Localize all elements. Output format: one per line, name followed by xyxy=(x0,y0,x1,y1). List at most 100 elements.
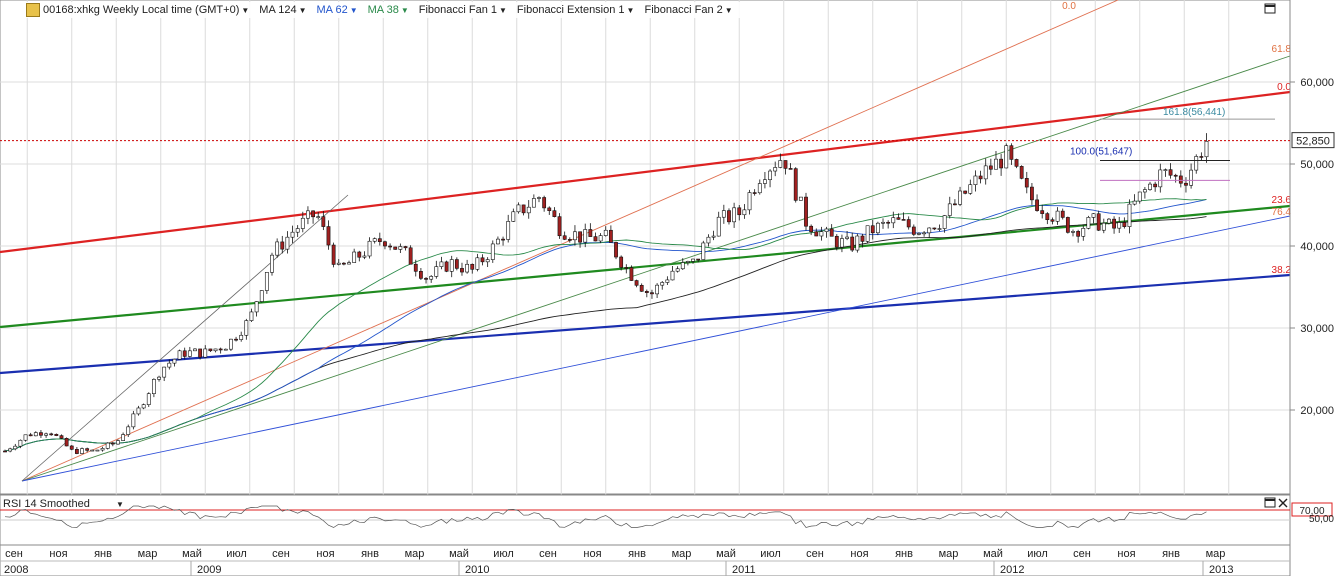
candle-body xyxy=(1184,182,1188,186)
candle-body xyxy=(629,267,634,281)
candle-body xyxy=(670,270,675,281)
chart-symbol-icon[interactable] xyxy=(26,3,40,17)
fan2-label[interactable]: Fibonacci Fan 2 ▼ xyxy=(644,4,732,16)
candle-body xyxy=(496,238,500,245)
candle-body xyxy=(1060,210,1065,218)
ext1-label[interactable]: Fibonacci Extension 1 ▼ xyxy=(517,4,635,16)
candle-body xyxy=(300,217,305,229)
candle-body xyxy=(177,350,182,360)
candle-body xyxy=(1127,203,1132,227)
x-month-label: ноя xyxy=(583,548,601,560)
ma124-text: MA 124 xyxy=(259,4,297,16)
candle-body xyxy=(1091,213,1096,218)
candle-body xyxy=(408,247,413,265)
candle-body xyxy=(778,160,783,168)
ma62-label[interactable]: MA 62 ▼ xyxy=(317,4,358,16)
candle-body xyxy=(593,236,598,242)
candle-body xyxy=(501,238,505,241)
candle-body xyxy=(95,449,100,452)
candle-body xyxy=(896,217,901,220)
rsi-threshold-label: 70,00 xyxy=(1299,506,1324,517)
candle-body xyxy=(490,243,495,260)
candle-body xyxy=(295,228,300,233)
candle-body xyxy=(742,209,747,216)
candle-body xyxy=(768,170,772,181)
candle-body xyxy=(763,179,767,184)
candle-body xyxy=(33,432,38,437)
maximize-rsi-panel-icon[interactable] xyxy=(1264,497,1276,508)
candle-body xyxy=(798,196,803,201)
candle-body xyxy=(624,267,629,269)
candle-body xyxy=(80,448,84,454)
x-year-label: 2011 xyxy=(732,564,756,576)
x-month-label: сен xyxy=(5,548,23,560)
fan-line-0 xyxy=(0,90,1291,254)
fan-level-label: 23.6 xyxy=(1272,195,1292,206)
candle-body xyxy=(244,320,249,336)
candle-body xyxy=(1168,169,1173,176)
y-tick-label: 60,000 xyxy=(1300,77,1334,89)
candle-body xyxy=(8,448,13,452)
candle-body xyxy=(126,426,131,435)
fan-level-label: 38.2 xyxy=(1272,265,1292,276)
candle-body xyxy=(958,190,962,205)
candle-body xyxy=(1096,213,1101,231)
maximize-price-panel-icon[interactable] xyxy=(1264,3,1276,14)
candle-body xyxy=(419,271,423,279)
candle-body xyxy=(824,228,829,232)
fibonacci-fan-lines xyxy=(0,0,1291,482)
symbol-label[interactable]: 00168:xhkg Weekly Local time (GMT+0) ▼ xyxy=(43,4,249,16)
candle-body xyxy=(886,221,891,224)
candle-body xyxy=(311,210,315,218)
candle-body xyxy=(229,338,233,350)
candle-body xyxy=(1189,169,1193,186)
candle-body xyxy=(480,257,485,263)
ma38-label[interactable]: MA 38 ▼ xyxy=(368,4,409,16)
candle-body xyxy=(588,229,593,237)
candle-body xyxy=(454,259,459,269)
candle-body xyxy=(552,210,557,217)
candle-body xyxy=(90,449,95,452)
candle-body xyxy=(526,206,531,214)
candle-body xyxy=(1117,222,1122,229)
candle-body xyxy=(449,259,454,272)
candle-body xyxy=(275,241,280,256)
candle-body xyxy=(547,207,552,211)
fan1-label[interactable]: Fibonacci Fan 1 ▼ xyxy=(419,4,507,16)
candle-body xyxy=(249,311,254,321)
x-year-label: 2013 xyxy=(1209,564,1233,576)
candle-body xyxy=(44,433,48,436)
x-month-label: янв xyxy=(895,548,913,560)
candle-body xyxy=(290,231,295,238)
candle-body xyxy=(901,219,906,221)
candle-body xyxy=(1122,222,1127,227)
candle-body xyxy=(1055,210,1060,222)
ma124-label[interactable]: MA 124 ▼ xyxy=(259,4,306,16)
candle-body xyxy=(162,366,167,378)
x-month-label: сен xyxy=(272,548,290,560)
x-month-label: июл xyxy=(493,548,514,560)
candle-body xyxy=(1086,217,1091,229)
rsi-title[interactable]: RSI 14 Smoothed xyxy=(3,498,90,510)
candle-body xyxy=(973,175,978,185)
rsi-title-caret-icon[interactable]: ▼ xyxy=(116,500,124,509)
candle-body xyxy=(172,358,177,364)
x-month-label: янв xyxy=(94,548,112,560)
rsi-tick-label: 50,00 xyxy=(1309,514,1334,525)
x-month-label: май xyxy=(716,548,736,560)
candle-body xyxy=(213,348,218,352)
fan-level-label: 61.8 xyxy=(1272,44,1292,55)
candle-body xyxy=(614,242,618,258)
candle-body xyxy=(804,196,808,227)
ext-161-label: 161.8(56,441) xyxy=(1163,107,1225,118)
x-month-label: янв xyxy=(361,548,379,560)
candle-body xyxy=(475,257,480,270)
ma38-caret-icon: ▼ xyxy=(400,6,409,15)
y-tick-label: 50,000 xyxy=(1300,159,1334,171)
candle-body xyxy=(306,210,310,219)
candle-body xyxy=(922,232,926,235)
close-rsi-panel-icon[interactable] xyxy=(1278,498,1288,508)
candle-body xyxy=(39,432,43,436)
